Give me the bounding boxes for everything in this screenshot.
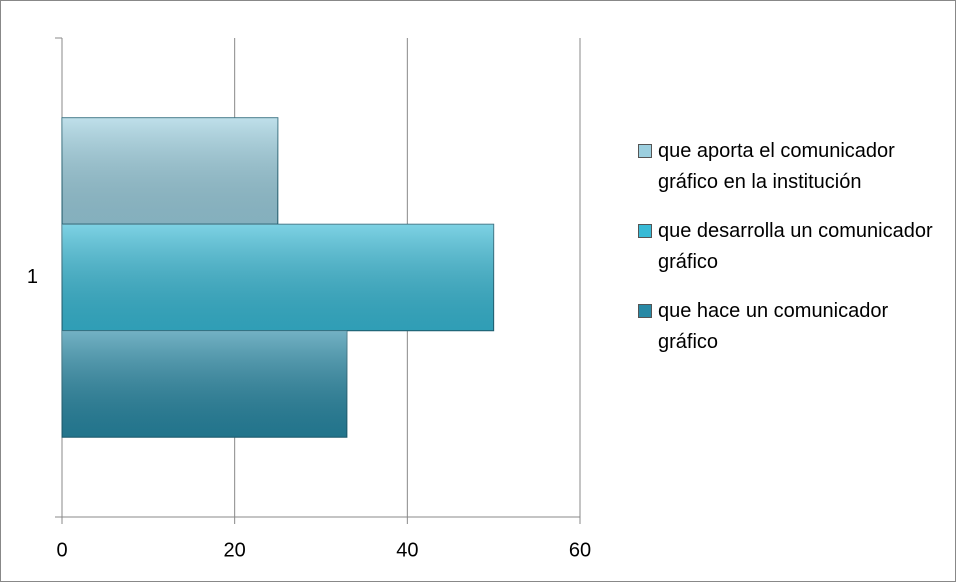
legend-label: que hace un comunicador gráfico bbox=[658, 300, 889, 353]
legend-item: que aporta el comunicador gráfico en la … bbox=[636, 136, 946, 198]
legend: que aporta el comunicador gráfico en la … bbox=[636, 136, 946, 376]
bar bbox=[61, 117, 279, 225]
legend-item: que desarrolla un comunicador gráfico bbox=[636, 216, 946, 278]
legend-swatch bbox=[638, 144, 652, 158]
x-tick-label: 0 bbox=[56, 539, 67, 561]
x-tick-label: 40 bbox=[396, 539, 418, 561]
legend-item: que hace un comunicador gráfico bbox=[636, 296, 946, 358]
legend-swatch bbox=[638, 224, 652, 238]
y-tick-label: 1 bbox=[27, 266, 38, 288]
x-tick-label: 20 bbox=[224, 539, 246, 561]
bar bbox=[61, 223, 495, 332]
x-tick-label: 60 bbox=[569, 539, 591, 561]
legend-label: que aporta el comunicador gráfico en la … bbox=[658, 140, 895, 193]
bar bbox=[61, 330, 348, 438]
legend-swatch bbox=[638, 304, 652, 318]
legend-label: que desarrolla un comunicador gráfico bbox=[658, 220, 933, 273]
